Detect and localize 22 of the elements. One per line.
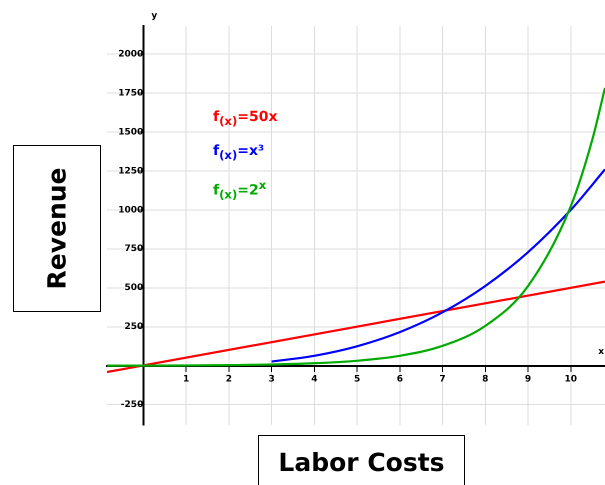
x-tick-label: 1 — [182, 374, 190, 385]
x-tick-label: 7 — [439, 374, 446, 385]
x-tick-label: 8 — [482, 374, 488, 385]
text: f$_{(x)}$=50x — [213, 108, 278, 130]
x-tick-label: 3 — [268, 374, 275, 385]
x-tick-label: 2 — [226, 374, 232, 385]
y-tick-label: 1500 — [118, 127, 144, 138]
text: f$_{(x)}$=2$^{x}$ — [213, 176, 268, 204]
y-tick-label: 1000 — [118, 205, 144, 216]
y-tick-label: 2000 — [118, 49, 144, 60]
x-tick-label: 9 — [524, 374, 532, 385]
x-axis-title: Labor Costs — [278, 448, 445, 479]
line-series — [270, 168, 605, 363]
x-tick-label: 4 — [311, 374, 318, 385]
x-tick-label: 5 — [354, 374, 360, 385]
x-tick-label: 6 — [396, 374, 403, 385]
text: y — [151, 11, 158, 21]
line-series — [107, 86, 605, 367]
x-tick-label: 10 — [564, 374, 578, 385]
text: f$_{(x)}$=x³ — [213, 142, 266, 164]
annotation: x — [598, 346, 604, 357]
y-axis-title: Revenue — [42, 167, 72, 290]
